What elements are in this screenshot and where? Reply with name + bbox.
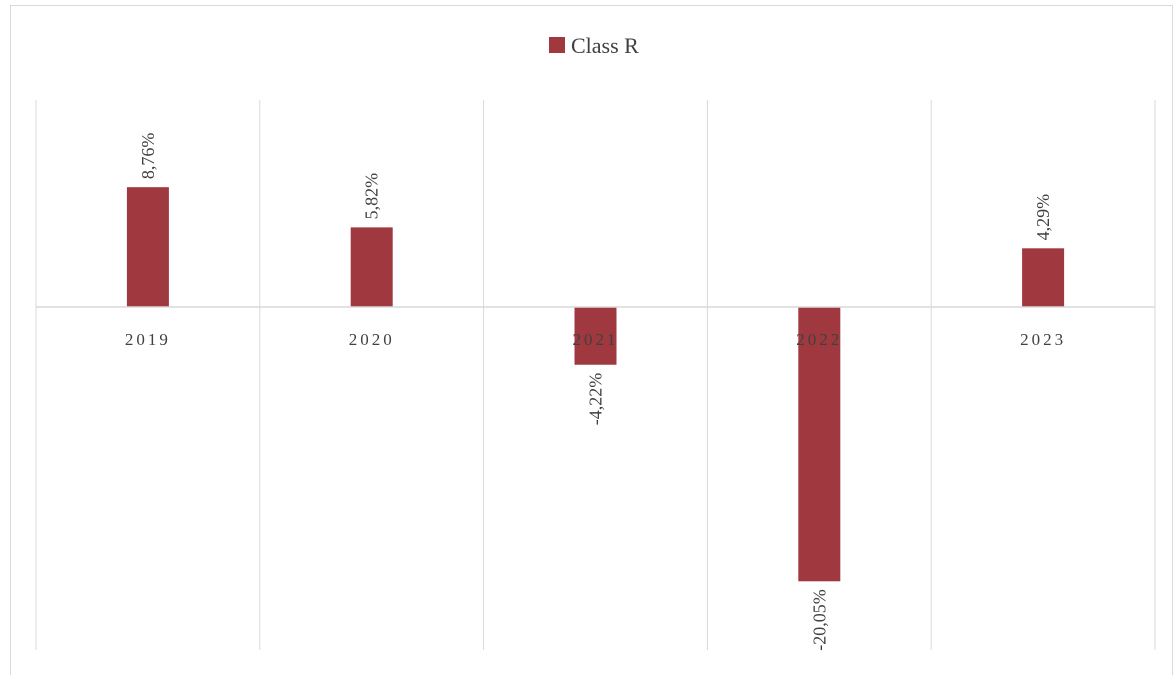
data-label-2019: 8,76%	[138, 133, 158, 180]
tick-label-2019: 2019	[125, 330, 171, 349]
data-labels: 8,76% 5,82% -4,22% -20,05% 4,29%	[138, 133, 1053, 651]
bar-2020	[350, 227, 393, 307]
tick-label-2022: 2022	[796, 330, 842, 349]
tick-label-2023: 2023	[1020, 330, 1066, 349]
data-label-2023: 4,29%	[1033, 194, 1053, 241]
tick-label-2021: 2021	[573, 330, 619, 349]
data-label-2022: -20,05%	[809, 589, 829, 651]
data-label-2020: 5,82%	[362, 173, 382, 220]
legend-label-class-r: Class R	[571, 33, 639, 58]
bar-2021	[574, 307, 617, 365]
tick-label-2020: 2020	[349, 330, 395, 349]
category-axis-labels: 2019 2020 2021 2022 2023	[125, 330, 1066, 349]
grid-layer	[35, 100, 1156, 650]
data-label-2021: -4,22%	[586, 373, 606, 426]
legend: Class R	[549, 33, 639, 58]
bar-2023	[1022, 248, 1065, 307]
bar-2019	[126, 187, 169, 307]
legend-swatch-class-r	[549, 37, 565, 53]
bar-2022	[798, 307, 841, 582]
bar-layer	[126, 187, 1065, 582]
